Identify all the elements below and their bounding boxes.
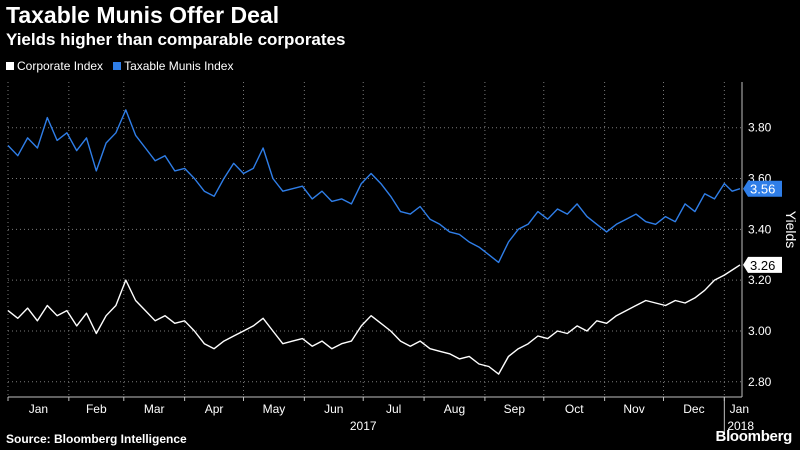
x-tick-label: Jul: [386, 402, 401, 416]
y-tick-label: 3.20: [748, 273, 772, 287]
x-tick-label: Nov: [623, 402, 644, 416]
x-tick-label: Jan: [730, 402, 749, 416]
source-note: Source: Bloomberg Intelligence: [6, 432, 187, 446]
last-value-tag-munis-text: 3.56: [750, 182, 775, 197]
y-axis-title: Yields: [783, 211, 799, 249]
chart-subtitle: Yields higher than comparable corporates: [6, 30, 346, 49]
series-line-munis: [7, 109, 741, 264]
x-tick-label: Sep: [504, 402, 526, 416]
x-tick-label: Dec: [683, 402, 704, 416]
legend-item-munis: Taxable Munis Index: [113, 59, 233, 73]
y-tick-label: 2.80: [748, 375, 772, 389]
x-tick-label: May: [263, 402, 286, 416]
series-line-corporate: [7, 264, 741, 375]
year-label: 2018: [727, 419, 754, 433]
last-value-tag-corporate: [743, 256, 782, 273]
x-tick-label: Jun: [324, 402, 343, 416]
legend: Corporate Index Taxable Munis Index: [6, 59, 233, 73]
last-value-tag-munis: [743, 180, 782, 197]
legend-item-corporate: Corporate Index: [6, 59, 103, 73]
chart-title: Taxable Munis Offer Deal: [6, 2, 280, 28]
x-tick-label: Aug: [444, 402, 465, 416]
y-tick-label: 3.80: [748, 121, 772, 135]
y-tick-label: 3.40: [748, 222, 772, 236]
year-label: 2017: [350, 419, 377, 433]
y-tick-label: 3.00: [748, 324, 772, 338]
x-tick-label: Mar: [144, 402, 165, 416]
x-tick-label: Apr: [205, 402, 224, 416]
legend-label-munis: Taxable Munis Index: [124, 59, 234, 73]
legend-label-corporate: Corporate Index: [17, 59, 104, 73]
x-tick-label: Feb: [86, 402, 107, 416]
x-tick-label: Oct: [565, 402, 584, 416]
x-tick-label: Jan: [29, 402, 48, 416]
legend-swatch-munis: [113, 62, 122, 70]
bloomberg-logo: Bloomberg: [715, 428, 793, 445]
last-value-tag-corporate-text: 3.26: [750, 258, 775, 273]
legend-swatch-corporate: [6, 62, 14, 70]
